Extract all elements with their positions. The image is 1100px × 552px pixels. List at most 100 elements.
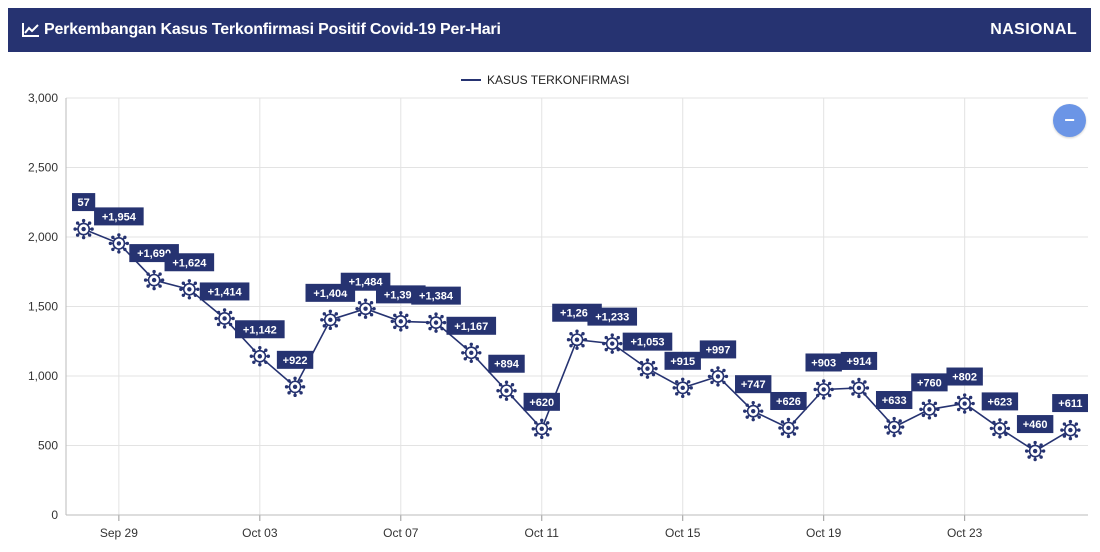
data-label: +894	[488, 354, 525, 373]
data-label: +747	[735, 375, 772, 394]
virus-icon	[390, 311, 411, 332]
data-label: +623	[981, 392, 1019, 411]
y-tick-label: 3,000	[28, 91, 58, 105]
virus-icon	[1060, 419, 1081, 441]
line-chart-icon	[22, 22, 40, 38]
data-label-text: +1,690	[137, 248, 171, 260]
virus-icon	[355, 298, 376, 319]
data-label-bg	[946, 367, 983, 386]
data-label-text: +922	[283, 355, 308, 367]
data-label: +760	[911, 373, 948, 392]
data-label-text: +1,954	[102, 211, 137, 223]
data-label-bg	[699, 340, 737, 359]
virus-icon	[425, 312, 447, 333]
data-label-text: +1,484	[349, 277, 384, 289]
x-tick-label: Sep 29	[100, 526, 138, 540]
virus-icon	[919, 399, 940, 420]
data-label-bg	[1052, 394, 1088, 413]
virus-icon	[707, 366, 729, 387]
virus-icon	[743, 400, 764, 422]
chart-title: Perkembangan Kasus Terkonfirmasi Positif…	[44, 21, 501, 38]
data-label: +1,167	[446, 316, 497, 335]
data-label-bg	[622, 332, 673, 351]
data-label: +460	[1016, 415, 1054, 434]
data-label-text: +894	[494, 359, 520, 371]
data-label-text: +914	[847, 356, 873, 368]
x-tick-label: Oct 23	[947, 526, 983, 540]
data-label-text: +1,053	[631, 337, 665, 349]
virus-icon	[143, 269, 165, 291]
data-label: 57	[72, 193, 96, 212]
data-label-bg	[840, 351, 878, 370]
data-label-text: +1,404	[313, 288, 348, 300]
x-tick-label: Oct 15	[665, 526, 701, 540]
y-tick-label: 0	[51, 508, 58, 522]
data-label-bg	[164, 253, 215, 272]
virus-icon	[602, 333, 623, 354]
virus-icon	[179, 279, 200, 300]
data-label: +922	[276, 350, 314, 369]
legend: KASUS TERKONFIRMASI	[461, 73, 629, 87]
virus-icon	[989, 418, 1011, 439]
virus-icon	[496, 380, 517, 401]
virus-icon	[214, 308, 235, 329]
data-label-text: +1,393	[384, 289, 418, 301]
x-tick-label: Oct 11	[525, 526, 560, 540]
virus-icon	[778, 417, 799, 439]
data-label-text: +997	[706, 344, 731, 356]
data-label: +1,624	[164, 253, 215, 272]
data-label-bg	[199, 282, 250, 301]
data-label: +1,954	[94, 207, 144, 226]
data-label-bg	[235, 320, 285, 339]
minus-icon[interactable]: −	[1053, 104, 1086, 137]
data-label-text: +1,384	[419, 291, 454, 303]
data-label-bg	[72, 193, 96, 212]
virus-icon	[320, 309, 341, 331]
data-label-text: +626	[776, 396, 801, 408]
data-label-bg	[411, 286, 461, 305]
x-tick-label: Oct 07	[383, 526, 419, 540]
data-label-text: +1,624	[172, 257, 207, 269]
data-label: +620	[523, 392, 560, 411]
data-label-text: +903	[811, 357, 836, 369]
data-label-bg	[735, 375, 772, 394]
y-tick-label: 1,500	[28, 300, 58, 314]
data-label: +997	[699, 340, 737, 359]
data-label-text: +460	[1023, 419, 1048, 431]
region-label: NASIONAL	[990, 21, 1077, 38]
data-label-bg	[94, 207, 144, 226]
virus-icon	[284, 376, 306, 398]
data-label-text: +1,167	[454, 321, 488, 333]
data-label: +1,384	[411, 286, 461, 305]
header-title-group: Perkembangan Kasus Terkonfirmasi Positif…	[22, 21, 501, 39]
virus-icon	[1024, 440, 1046, 462]
data-label: +611	[1052, 394, 1088, 413]
data-label-bg	[1016, 415, 1054, 434]
data-label-text: +633	[882, 395, 907, 407]
data-label-text: +1,142	[243, 324, 277, 336]
data-label-bg	[875, 391, 913, 410]
data-label-bg	[446, 316, 497, 335]
virus-icon	[813, 379, 834, 400]
data-label-bg	[276, 350, 314, 369]
data-label: +1,142	[235, 320, 285, 339]
legend-label: KASUS TERKONFIRMASI	[487, 73, 629, 87]
data-label-text: +1,233	[595, 312, 629, 324]
virus-icon	[73, 218, 94, 240]
virus-icon	[249, 346, 271, 367]
y-tick-label: 2,500	[28, 161, 58, 175]
x-tick-label: Oct 03	[242, 526, 278, 540]
data-label-bg	[488, 354, 525, 373]
data-label-bg	[770, 391, 807, 410]
data-label-bg	[911, 373, 948, 392]
virus-icon	[108, 233, 130, 254]
y-tick-label: 1,000	[28, 369, 58, 383]
data-label: +1,233	[587, 307, 638, 326]
data-label-bg	[523, 392, 560, 411]
data-label-text: 57	[77, 197, 89, 209]
data-label-text: +760	[917, 377, 942, 389]
virus-icon	[461, 342, 482, 363]
data-label: +914	[840, 351, 878, 370]
data-label-bg	[981, 392, 1019, 411]
